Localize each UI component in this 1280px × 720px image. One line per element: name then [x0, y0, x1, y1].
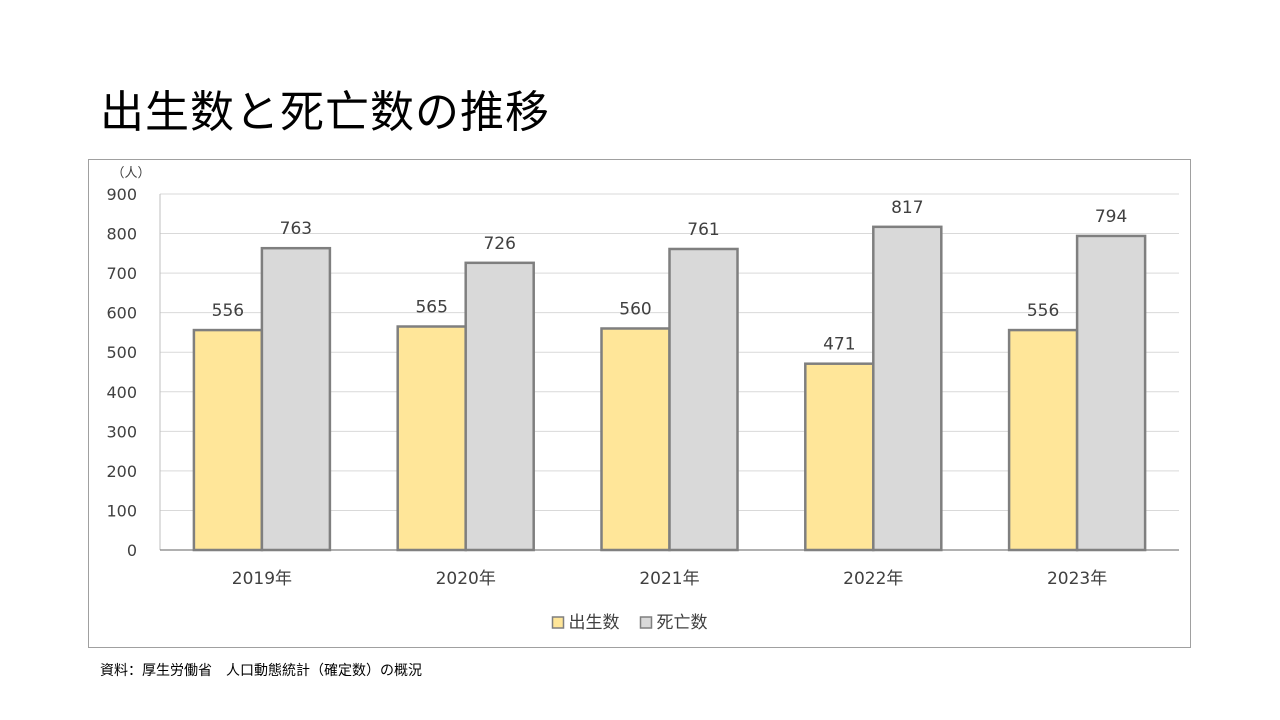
bar-births — [1007, 328, 1079, 552]
y-tick-label: 100 — [106, 501, 137, 520]
data-label: 761 — [687, 220, 719, 240]
y-tick-label: 700 — [106, 264, 137, 283]
source-note: 資料：厚生労働省 人口動態統計（確定数）の概況 — [100, 663, 422, 679]
data-label: 817 — [891, 198, 923, 218]
bar-births — [192, 328, 264, 552]
y-tick-label: 300 — [106, 422, 137, 441]
legend-swatch-deaths — [639, 616, 653, 629]
bar-deaths — [464, 261, 535, 552]
data-label: 726 — [483, 234, 515, 254]
page-title: 出生数と死亡数の推移 — [100, 87, 550, 138]
x-tick-label: 2022年 — [843, 569, 903, 589]
x-tick-label: 2020年 — [436, 569, 496, 589]
bar-births — [804, 362, 875, 552]
data-label: 560 — [619, 299, 651, 319]
bar-births — [600, 327, 671, 552]
y-tick-label: 800 — [106, 225, 137, 244]
x-tick-label: 2023年 — [1047, 569, 1107, 589]
bar-deaths — [1075, 234, 1147, 552]
data-label: 471 — [823, 335, 855, 355]
legend-label: 出生数 — [569, 613, 620, 633]
legend-label: 死亡数 — [657, 613, 708, 633]
x-tick-label: 2019年 — [232, 569, 292, 589]
data-label: 556 — [1027, 301, 1059, 321]
y-tick-label: 600 — [106, 304, 137, 323]
bar-deaths — [260, 246, 332, 552]
y-tick-label: 200 — [106, 462, 137, 481]
data-label: 565 — [415, 298, 447, 318]
bar-deaths — [668, 247, 739, 552]
y-tick-label: 0 — [127, 541, 137, 560]
y-tick-label: 500 — [106, 343, 137, 362]
data-label: 763 — [280, 219, 312, 239]
data-label: 794 — [1095, 207, 1127, 227]
data-label: 556 — [212, 301, 244, 321]
bar-deaths — [872, 225, 943, 552]
bar-births — [396, 325, 467, 552]
y-tick-label: 400 — [106, 383, 137, 402]
legend-swatch-births — [551, 616, 565, 629]
y-axis-unit-label: （人） — [111, 166, 150, 181]
x-tick-label: 2021年 — [639, 569, 699, 589]
chart-area: （人） 0 100 200 300 400 500 600 700 800 900 556 763 201… — [88, 159, 1191, 648]
bar-chart: （人） 0 100 200 300 400 500 600 700 800 900 556 763 201… — [106, 166, 1179, 633]
y-tick-label: 900 — [106, 185, 137, 204]
